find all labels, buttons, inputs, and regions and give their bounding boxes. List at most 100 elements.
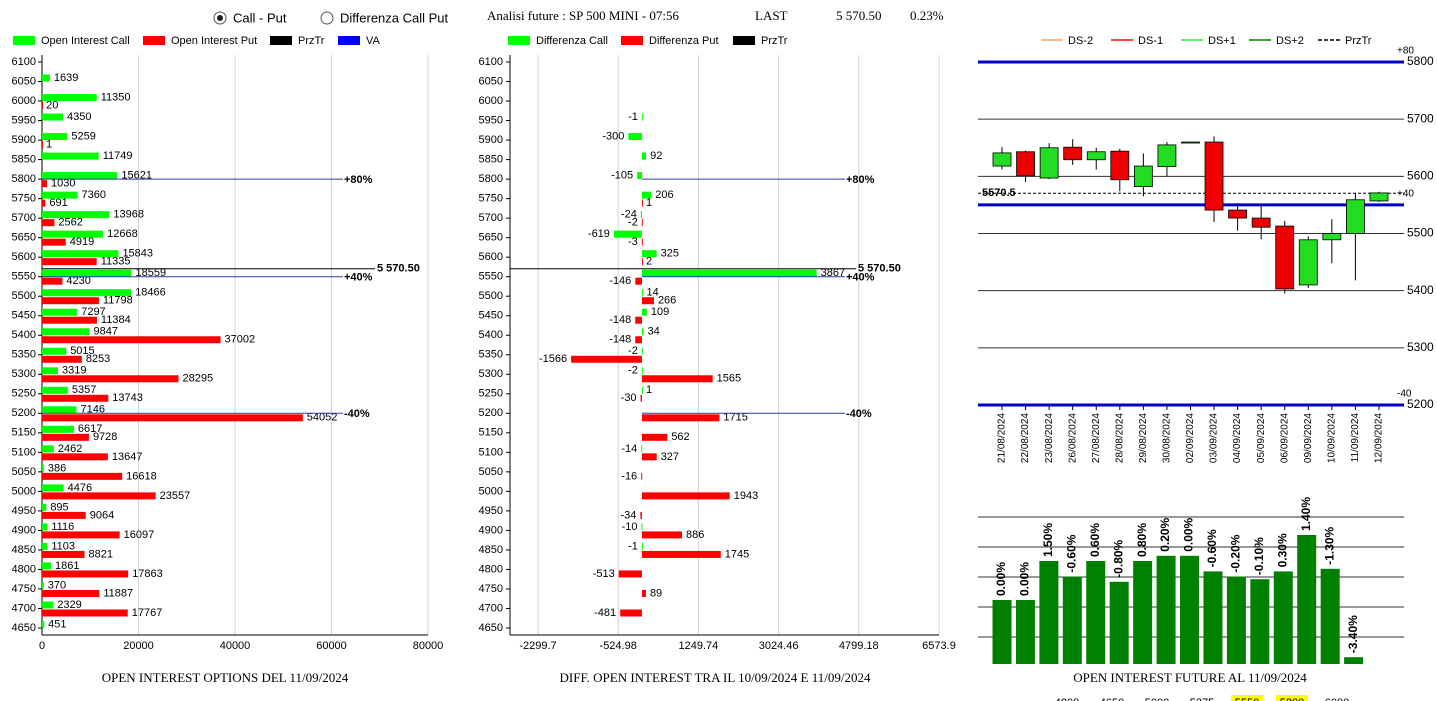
- y-tick-label: 4650: [479, 622, 503, 634]
- chart-title: OPEN INTEREST OPTIONS DEL 11/09/2024: [102, 670, 349, 685]
- bar: [42, 589, 100, 597]
- bar: [42, 113, 63, 121]
- price-label: 5 570.50: [858, 263, 901, 275]
- radio[interactable]: [320, 11, 334, 25]
- value-label: 325: [661, 248, 679, 260]
- bar: [641, 550, 721, 558]
- value-label: 11384: [101, 314, 131, 326]
- y-tick-label: 6100: [12, 56, 36, 68]
- level-label: 4800: [1055, 697, 1079, 701]
- value-label: 1: [46, 138, 52, 150]
- value-label: 9064: [90, 509, 114, 521]
- value-label: 1639: [54, 72, 78, 84]
- value-label: -300: [602, 130, 624, 142]
- va-label: +80%: [344, 174, 373, 186]
- value-label: 18559: [136, 267, 167, 279]
- bar: [42, 199, 46, 207]
- x-tick-label: 06/09/2024: [1279, 413, 1290, 463]
- value-label: -3: [628, 236, 638, 248]
- y-tick-label: 4800: [12, 563, 36, 575]
- value-label: 7146: [80, 404, 104, 416]
- value-label: 2462: [58, 443, 82, 455]
- value-label: 1: [646, 197, 652, 209]
- y-tick-label: 4900: [12, 524, 36, 536]
- y-tick-label: 5100: [479, 446, 503, 458]
- bar: [641, 433, 668, 441]
- y-tick-label: 6000: [479, 95, 503, 107]
- bar: [641, 375, 713, 383]
- value-label: 28295: [183, 373, 214, 385]
- bar: [637, 172, 642, 180]
- value-label: 886: [686, 529, 704, 541]
- bar: [1273, 571, 1293, 664]
- y-tick-label: 5000: [12, 485, 36, 497]
- bar: [42, 464, 44, 472]
- value-label: 34: [647, 326, 659, 338]
- x-tick-label: 12/09/2024: [1374, 413, 1385, 463]
- va-label: +80%: [846, 174, 875, 186]
- value-label: 13968: [113, 209, 144, 221]
- bar: [641, 152, 647, 160]
- y-tick-label: 5150: [479, 427, 503, 439]
- bar: [641, 492, 730, 500]
- value-label: 15621: [121, 170, 152, 182]
- bar: [641, 113, 643, 121]
- x-tick-label: 6573.9: [922, 640, 956, 652]
- value-label: 386: [48, 462, 66, 474]
- value-label: -3.40%: [1346, 615, 1360, 653]
- bar: [42, 542, 48, 550]
- value-label: 11798: [103, 295, 133, 307]
- bar: [42, 581, 44, 589]
- va-label: +40%: [344, 272, 373, 284]
- y-tick-label: 5400: [1407, 283, 1434, 297]
- x-tick-label: -2299.7: [519, 640, 556, 652]
- value-label: -0.60%: [1064, 534, 1078, 572]
- legend-label: PrzTr: [761, 35, 788, 47]
- bar: [635, 277, 642, 285]
- x-tick-label: 3024.46: [759, 640, 799, 652]
- value-label: -0.80%: [1111, 539, 1125, 577]
- bar: [42, 621, 45, 628]
- y-tick-label: 5550: [479, 271, 503, 283]
- bar: [1180, 555, 1200, 664]
- y-tick-label: 5650: [12, 232, 36, 244]
- bar: [641, 238, 643, 246]
- bar: [641, 453, 657, 461]
- radio-label[interactable]: Differenza Call Put: [340, 10, 449, 25]
- legend-swatch: [13, 36, 35, 45]
- y-tick-label: 5250: [479, 388, 503, 400]
- bar: [42, 297, 99, 305]
- mode-radio[interactable]: Call - Put Differenza Call Put: [213, 10, 449, 25]
- va-label: +40%: [846, 272, 875, 284]
- candle-body: [1298, 239, 1318, 286]
- y-tick-label: 5200: [1407, 397, 1434, 411]
- x-tick-label: 05/09/2024: [1256, 413, 1267, 463]
- bar: [640, 511, 642, 519]
- legend-swatch: [621, 36, 643, 45]
- x-tick-label: 22/08/2024: [1020, 413, 1031, 463]
- value-label: 11749: [103, 150, 133, 162]
- va-label: -40%: [344, 408, 370, 420]
- y-tick-label: 5450: [479, 310, 503, 322]
- value-label: 1943: [734, 490, 758, 502]
- value-label: 0.30%: [1275, 533, 1289, 567]
- x-tick-label: 0: [39, 640, 45, 652]
- y-tick-label: 5550: [12, 271, 36, 283]
- bar: [620, 609, 642, 617]
- y-tick-label: 5350: [479, 349, 503, 361]
- bar: [1344, 657, 1364, 664]
- level-label: 6000: [1325, 697, 1349, 701]
- value-label: 0.00%: [1018, 562, 1032, 596]
- bar: [1156, 555, 1176, 664]
- candle-body: [1039, 147, 1059, 179]
- value-label: 1.50%: [1041, 523, 1055, 557]
- legend-swatch: [270, 36, 292, 45]
- bar: [641, 308, 647, 316]
- price-label: 5570.5: [982, 187, 1016, 199]
- bar: [640, 394, 642, 402]
- y-tick-label: 5600: [1407, 169, 1434, 183]
- x-tick-label: 10/09/2024: [1326, 413, 1337, 463]
- radio-label[interactable]: Call - Put: [233, 10, 287, 25]
- va-label: -40: [1397, 389, 1412, 400]
